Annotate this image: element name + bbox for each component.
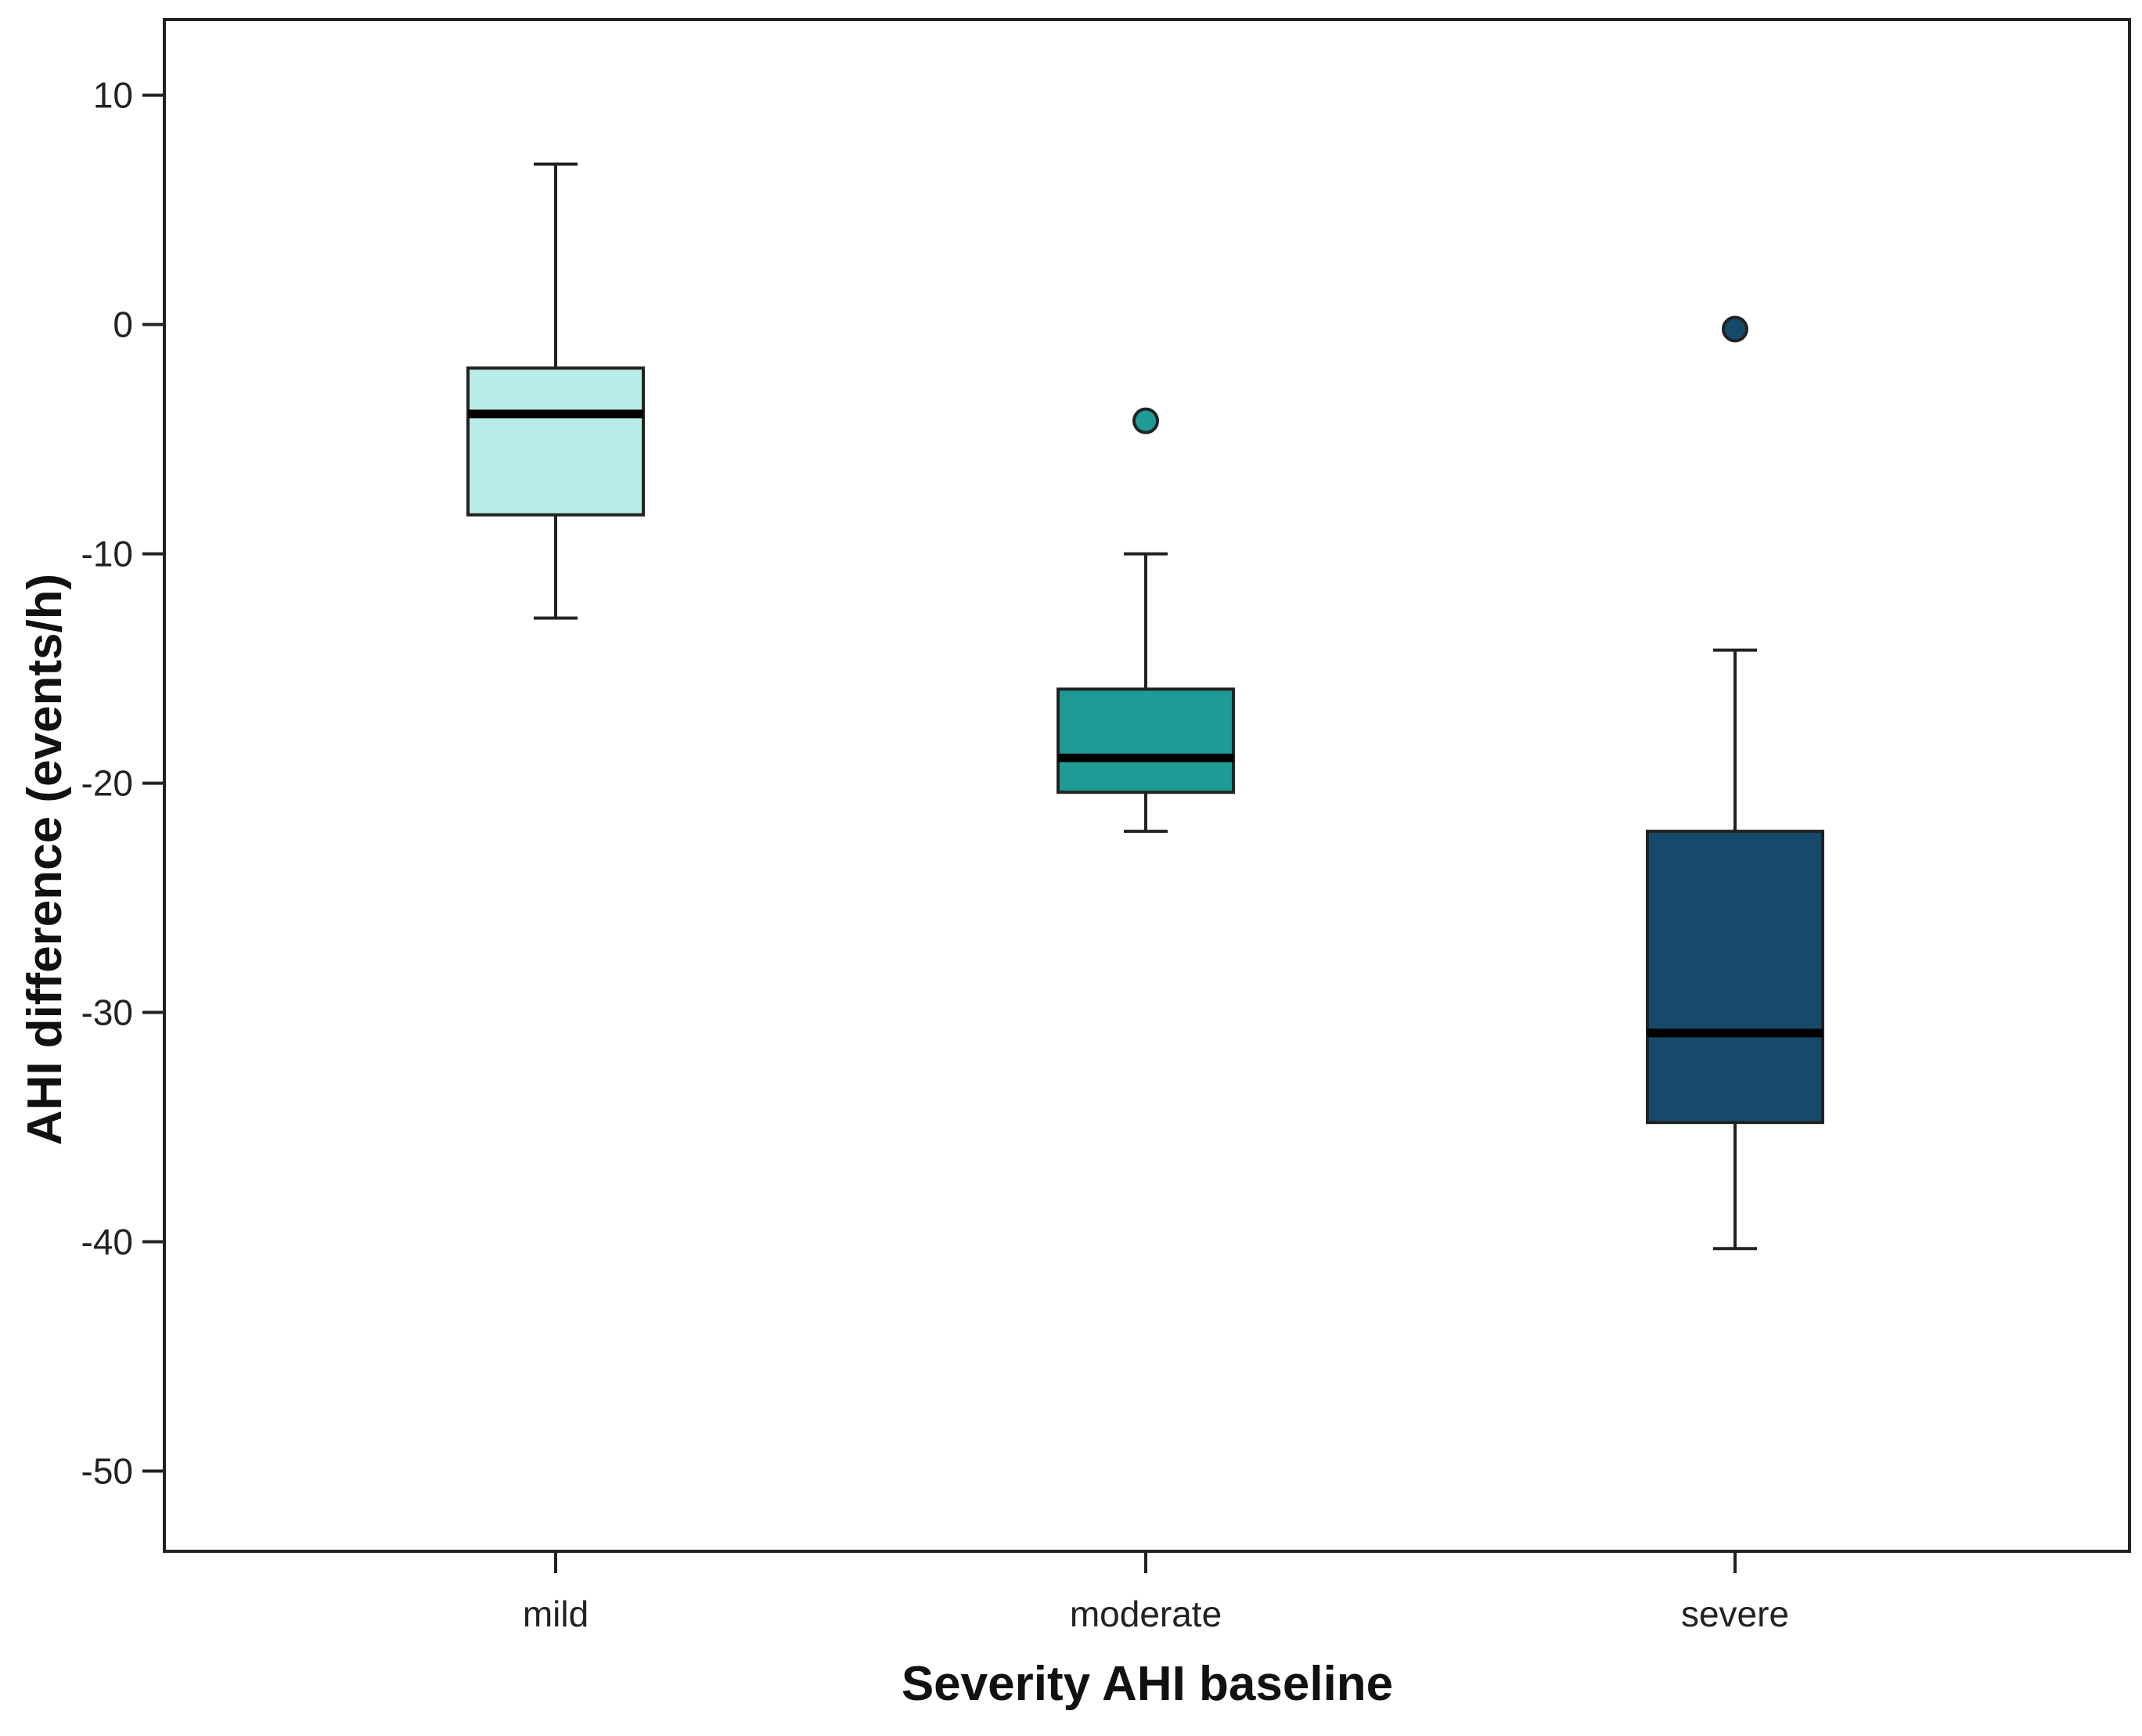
x-tick-label: mild — [523, 1594, 589, 1634]
box-group-mild — [466, 162, 645, 620]
y-tick-label: 10 — [93, 75, 133, 116]
x-axis-title: Severity AHI baseline — [902, 1657, 1393, 1711]
box-series — [466, 162, 1824, 1251]
box-severe — [1646, 830, 1824, 1125]
outlier-point — [1722, 315, 1748, 343]
y-tick-label: -20 — [81, 763, 133, 804]
y-tick-label: -50 — [81, 1450, 133, 1491]
y-tick-label: -40 — [81, 1221, 133, 1262]
box-mild — [466, 366, 645, 517]
y-tick-label: -30 — [81, 992, 133, 1033]
x-tick-label: moderate — [1070, 1594, 1222, 1634]
box-moderate — [1057, 687, 1235, 794]
y-tick-label: -10 — [81, 534, 133, 574]
y-axis: 10 0 -10 -20 -30 -40 -50 — [81, 75, 164, 1491]
y-tick-label: 0 — [113, 304, 133, 345]
box-group-severe — [1646, 315, 1824, 1251]
x-axis: mild moderate severe — [523, 1551, 1789, 1634]
box-group-moderate — [1057, 407, 1235, 834]
outlier-point — [1132, 407, 1159, 434]
x-tick-label: severe — [1681, 1594, 1789, 1634]
y-axis-title: AHI difference (events/h) — [18, 574, 72, 1145]
